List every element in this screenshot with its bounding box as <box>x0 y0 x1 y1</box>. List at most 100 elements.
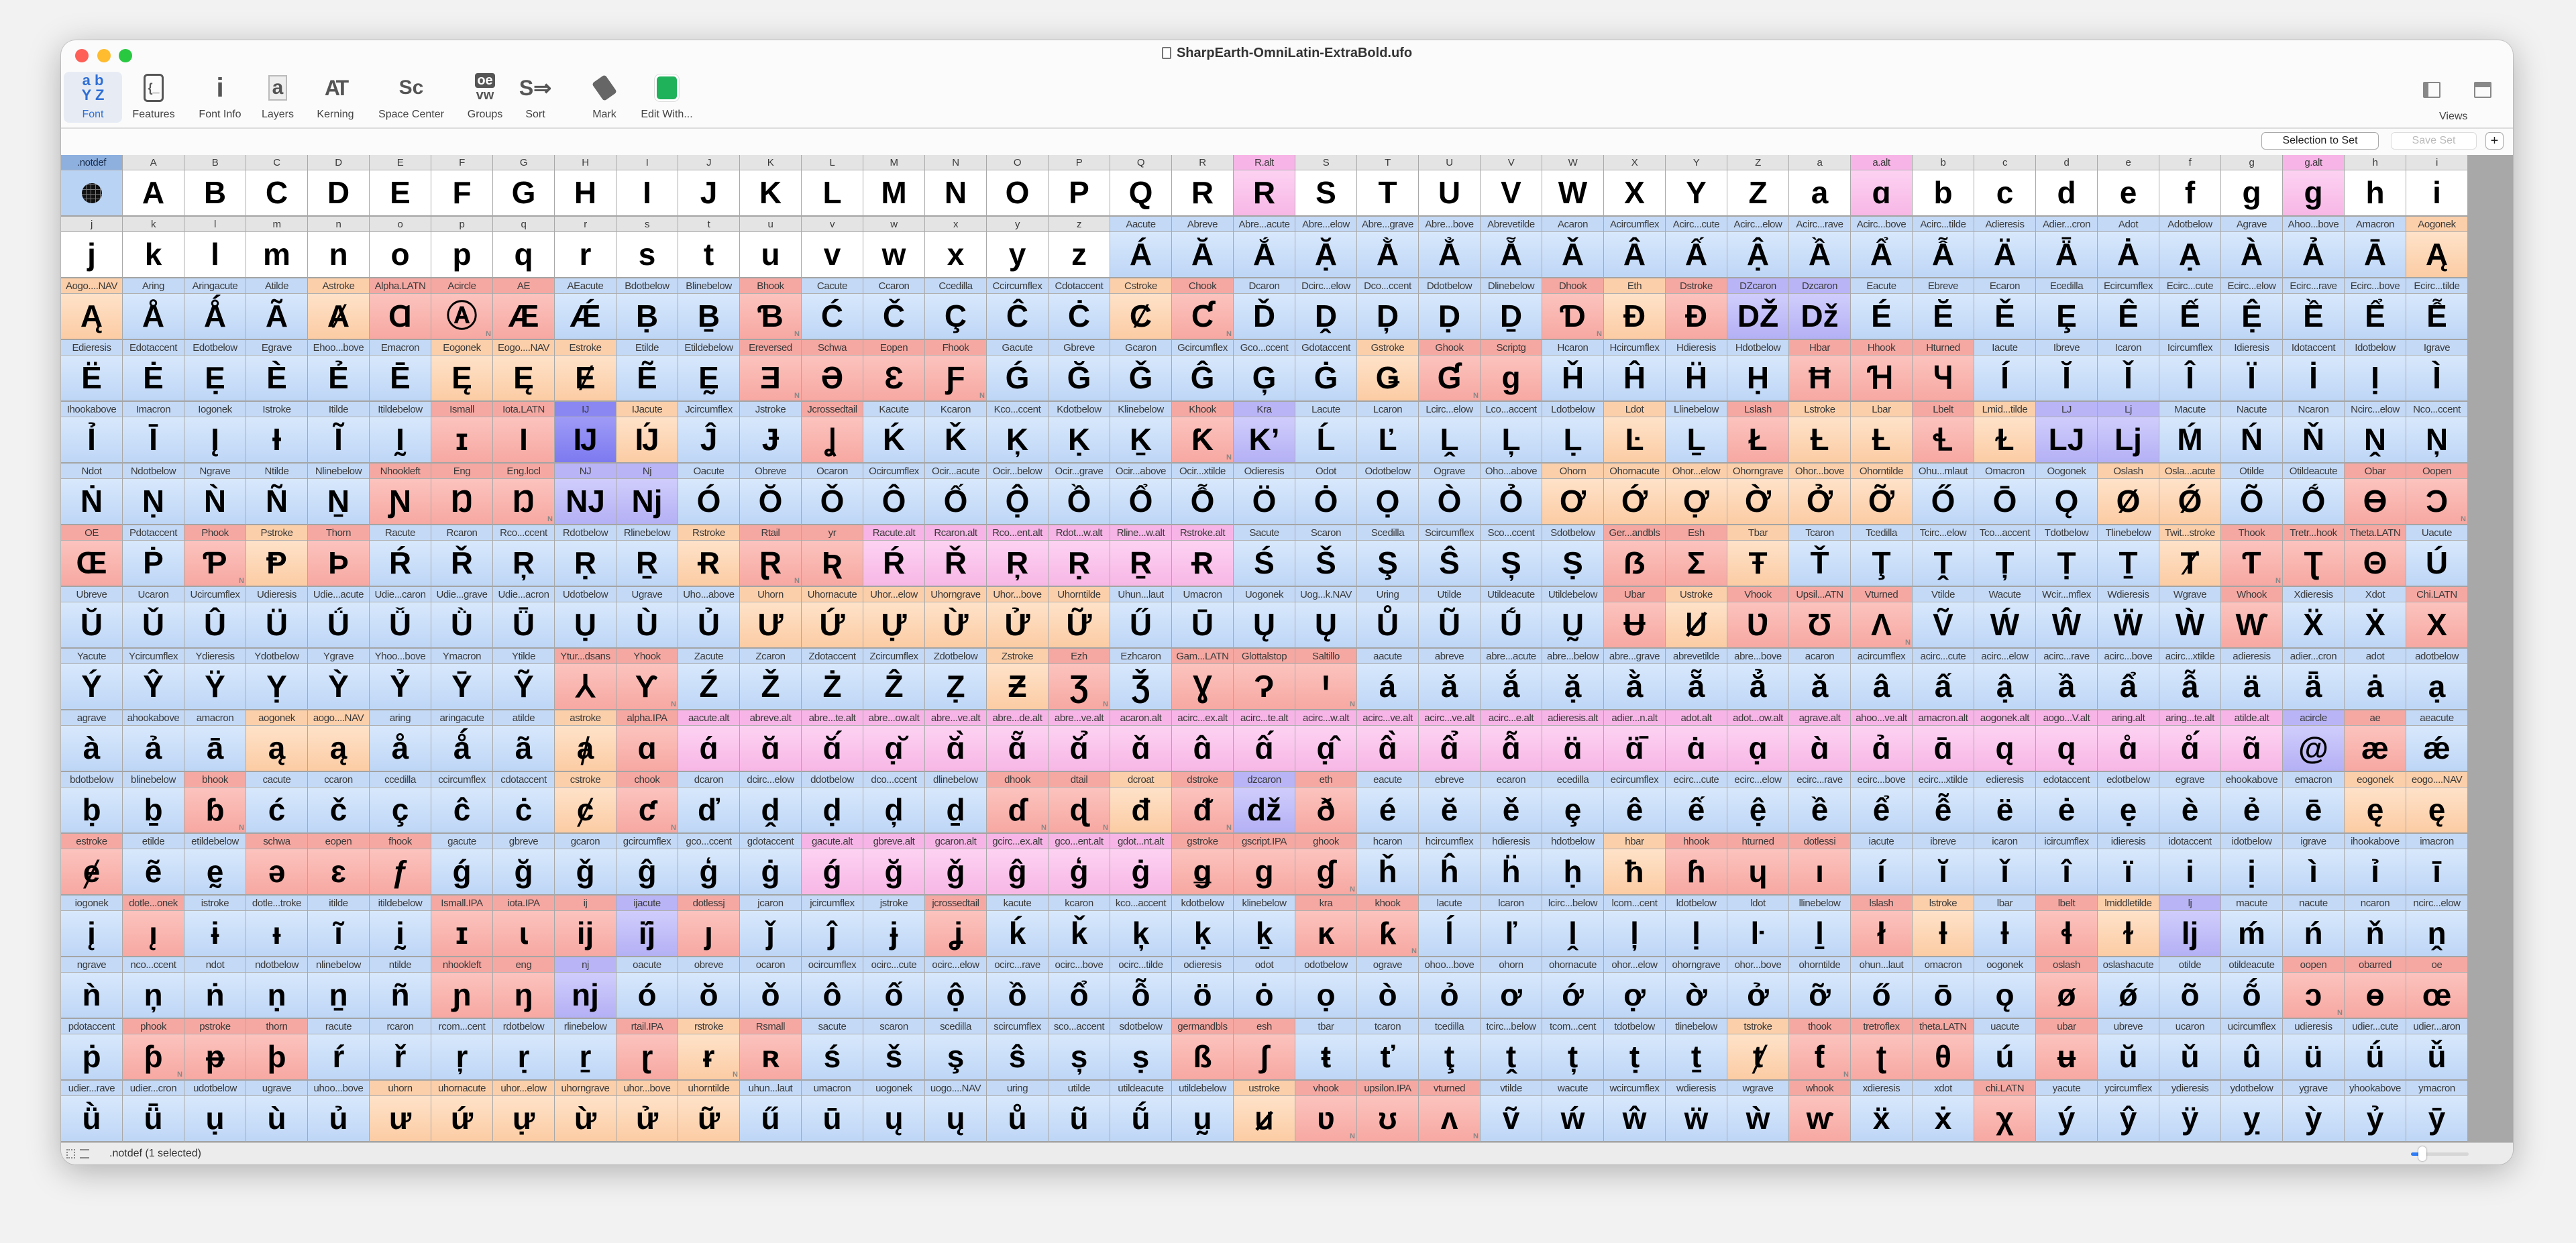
glyph-cell[interactable]: Ismall ɪ <box>431 402 493 464</box>
glyph-cell[interactable]: whook ⱳ <box>1789 1081 1851 1142</box>
glyph-cell[interactable]: ugrave ù <box>246 1081 308 1142</box>
glyph-cell[interactable]: odot ȯ <box>1234 957 1295 1019</box>
glyph-cell[interactable]: Tco...accent Ț <box>1974 525 2036 587</box>
glyph-cell[interactable]: ae æ <box>2345 710 2406 772</box>
glyph-cell[interactable]: Uhorn Ư <box>740 587 802 649</box>
glyph-cell[interactable]: phook ƥ N <box>123 1019 184 1081</box>
glyph-cell[interactable]: Uhor...bove Ử <box>987 587 1049 649</box>
glyph-cell[interactable]: eogonek ę <box>2345 772 2406 834</box>
glyph-cell[interactable]: Emacron Ē <box>370 340 431 402</box>
glyph-cell[interactable]: Ygrave Ỳ <box>308 649 370 710</box>
glyph-cell[interactable]: Lslash Ł <box>1727 402 1789 464</box>
glyph-cell[interactable]: Zcaron Ž <box>740 649 802 710</box>
glyph-cell[interactable]: Hcaron Ȟ <box>1542 340 1604 402</box>
glyph-cell[interactable]: hcaron ȟ <box>1357 834 1419 896</box>
glyph-cell[interactable]: .notdef <box>61 155 123 217</box>
glyph-cell[interactable]: AEacute Ǽ <box>555 278 616 340</box>
glyph-cell[interactable]: Estroke Ɇ <box>555 340 616 402</box>
glyph-cell[interactable]: atilde.alt ɑ̃ <box>2221 710 2283 772</box>
glyph-cell[interactable]: Aogo....NAV Ą <box>61 278 123 340</box>
glyph-cell[interactable]: itildebelow ḭ <box>370 896 431 957</box>
glyph-cell[interactable]: Acirc...bove Ẩ <box>1851 217 1913 278</box>
glyph-cell[interactable]: ocirc...bove ổ <box>1049 957 1110 1019</box>
glyph-cell[interactable]: klinebelow ḵ <box>1234 896 1295 957</box>
glyph-cell[interactable]: dcirc...elow ḓ <box>740 772 802 834</box>
glyph-cell[interactable]: Adot Ȧ <box>2098 217 2159 278</box>
glyph-cell[interactable]: Ograve Ò <box>1419 464 1481 525</box>
glyph-cell[interactable]: Ecirc...rave Ề <box>2283 278 2345 340</box>
glyph-cell[interactable]: Gacute Ǵ <box>987 340 1049 402</box>
glyph-cell[interactable]: Omacron Ō <box>1974 464 2036 525</box>
glyph-cell[interactable]: Uhun...laut Ű <box>1110 587 1172 649</box>
glyph-cell[interactable]: ecirc...rave ề <box>1789 772 1851 834</box>
glyph-cell[interactable]: uring ů <box>987 1081 1049 1142</box>
glyph-cell[interactable]: Ihookabove Ỉ <box>61 402 123 464</box>
glyph-cell[interactable]: abre...te.alt ɑ̆́ <box>802 710 863 772</box>
glyph-cell[interactable]: Rsmall ʀ <box>740 1019 802 1081</box>
glyph-cell[interactable]: aring.alt ɑ̊ <box>2098 710 2159 772</box>
glyph-cell[interactable]: pstroke ᵽ <box>184 1019 246 1081</box>
glyph-cell[interactable]: Egrave È <box>246 340 308 402</box>
glyph-cell[interactable]: Gdotaccent Ġ <box>1295 340 1357 402</box>
glyph-cell[interactable]: Chi.LATN Χ <box>2406 587 2468 649</box>
glyph-cell[interactable]: tcom...cent ț <box>1542 1019 1604 1081</box>
glyph-cell[interactable]: jcircumflex ĵ <box>802 896 863 957</box>
glyph-cell[interactable]: Kco...ccent Ķ <box>987 402 1049 464</box>
glyph-cell[interactable]: Ncaron Ň <box>2283 402 2345 464</box>
glyph-cell[interactable]: Utildeacute Ṹ <box>1481 587 1542 649</box>
glyph-cell[interactable]: yr Ʀ <box>802 525 863 587</box>
glyph-cell[interactable]: xdieresis ẍ <box>1851 1081 1913 1142</box>
glyph-cell[interactable]: Ydotbelow Ỵ <box>246 649 308 710</box>
glyph-cell[interactable]: Ccircumflex Ĉ <box>987 278 1049 340</box>
glyph-cell[interactable]: ograve ò <box>1357 957 1419 1019</box>
glyph-cell[interactable]: Ocircumflex Ô <box>863 464 925 525</box>
glyph-cell[interactable]: utilde ũ <box>1049 1081 1110 1142</box>
glyph-cell[interactable]: ucircumflex û <box>2221 1019 2283 1081</box>
glyph-cell[interactable]: Icaron Ǐ <box>2098 340 2159 402</box>
glyph-cell[interactable]: Dstroke Đ <box>1666 278 1727 340</box>
glyph-cell[interactable]: edotbelow ẹ <box>2098 772 2159 834</box>
glyph-cell[interactable]: Rco...ent.alt Ŗ <box>987 525 1049 587</box>
glyph-cell[interactable]: ydieresis ÿ <box>2159 1081 2221 1142</box>
glyph-cell[interactable]: Aringacute Ǻ <box>184 278 246 340</box>
glyph-cell[interactable]: abre...bove ẳ <box>1727 649 1789 710</box>
glyph-cell[interactable]: Dcaron Ď <box>1234 278 1295 340</box>
glyph-cell[interactable]: Ocaron Ǒ <box>802 464 863 525</box>
glyph-cell[interactable]: Wacute Ẃ <box>1974 587 2036 649</box>
glyph-cell[interactable]: Rlinebelow Ṟ <box>616 525 678 587</box>
glyph-cell[interactable]: Igrave Ì <box>2406 340 2468 402</box>
glyph-cell[interactable]: tcedilla ţ <box>1419 1019 1481 1081</box>
glyph-cell[interactable]: Sco...ccent Ș <box>1481 525 1542 587</box>
glyph-cell[interactable]: edotaccent ė <box>2036 772 2098 834</box>
glyph-cell[interactable]: ohor...elow ợ <box>1604 957 1666 1019</box>
glyph-cell[interactable]: rcaron ř <box>370 1019 431 1081</box>
glyph-cell[interactable]: Ubar Ʉ <box>1604 587 1666 649</box>
glyph-cell[interactable]: acaron.alt ɑ̌ <box>1110 710 1172 772</box>
glyph-cell[interactable]: nco...ccent ņ <box>123 957 184 1019</box>
glyph-cell[interactable]: Uring Ů <box>1357 587 1419 649</box>
glyph-cell[interactable]: g.alt g <box>2283 155 2345 217</box>
glyph-cell[interactable]: ocirc...cute ố <box>863 957 925 1019</box>
glyph-cell[interactable]: acirc...cute ấ <box>1913 649 1974 710</box>
glyph-cell[interactable]: jstroke ɉ <box>863 896 925 957</box>
glyph-cell[interactable]: Ezhcaron Ǯ <box>1110 649 1172 710</box>
glyph-cell[interactable]: Acaron Ǎ <box>1542 217 1604 278</box>
glyph-cell[interactable]: tcirc...below ṱ <box>1481 1019 1542 1081</box>
glyph-cell[interactable]: ldot ŀ <box>1727 896 1789 957</box>
glyph-cell[interactable]: Acircle Ⓐ N <box>431 278 493 340</box>
glyph-cell[interactable]: dotlessi ı <box>1789 834 1851 896</box>
glyph-cell[interactable]: Jcircumflex Ĵ <box>678 402 740 464</box>
glyph-cell[interactable]: Ohorngrave Ờ <box>1727 464 1789 525</box>
glyph-cell[interactable]: agrave à <box>61 710 123 772</box>
glyph-cell[interactable]: Scedilla Ş <box>1357 525 1419 587</box>
glyph-cell[interactable]: tlinebelow ṯ <box>1666 1019 1727 1081</box>
glyph-cell[interactable]: udotbelow ụ <box>184 1081 246 1142</box>
glyph-cell[interactable]: uacute ú <box>1974 1019 2036 1081</box>
glyph-cell[interactable]: oopen ɔ N <box>2283 957 2345 1019</box>
